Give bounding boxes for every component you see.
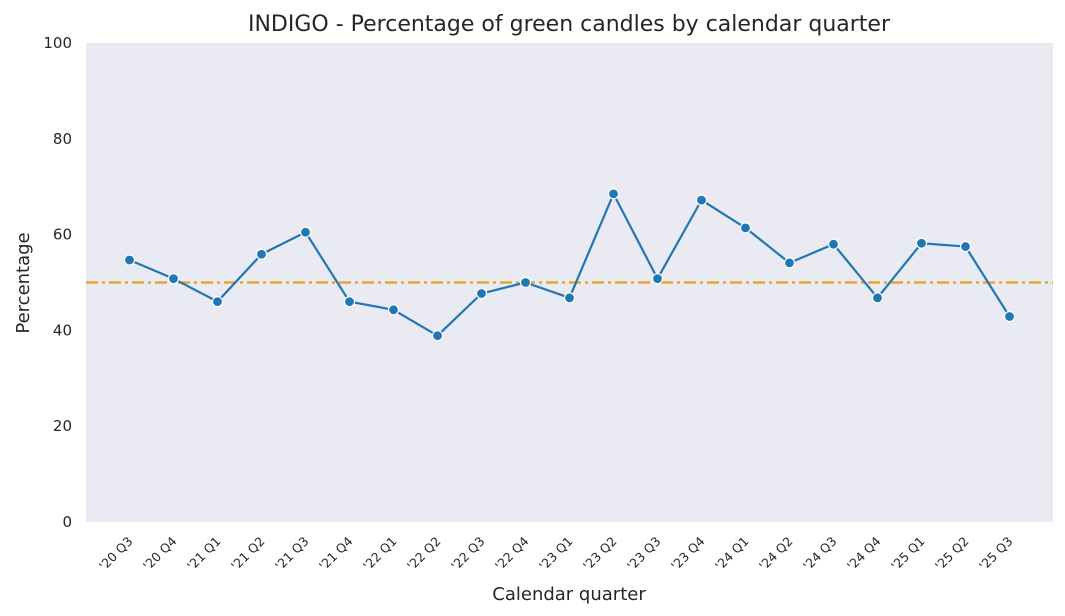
chart-title: INDIGO - Percentage of green candles by … bbox=[248, 12, 891, 37]
data-point bbox=[783, 257, 796, 269]
data-point bbox=[651, 273, 664, 285]
x-tick-label: '23 Q1 bbox=[536, 534, 576, 574]
y-axis-label: Percentage bbox=[13, 232, 34, 333]
data-point bbox=[431, 330, 444, 342]
data-point bbox=[739, 222, 752, 234]
data-point bbox=[123, 254, 136, 266]
x-tick-label: '23 Q2 bbox=[580, 534, 620, 574]
x-tick-label: '24 Q3 bbox=[800, 534, 840, 574]
data-point bbox=[959, 240, 972, 253]
data-point bbox=[211, 296, 224, 308]
x-tick-label: '24 Q4 bbox=[844, 533, 884, 573]
x-tick-label: '23 Q4 bbox=[668, 533, 708, 573]
y-tick-label: 100 bbox=[43, 34, 72, 52]
x-tick-label: '23 Q3 bbox=[624, 534, 664, 574]
data-point bbox=[387, 304, 400, 316]
x-tick-label: '22 Q4 bbox=[492, 533, 532, 573]
data-point bbox=[871, 292, 884, 304]
data-point bbox=[1003, 310, 1016, 323]
data-point bbox=[167, 273, 180, 285]
series-group bbox=[123, 188, 1016, 342]
x-axis-label: Calendar quarter bbox=[492, 584, 646, 605]
data-point bbox=[475, 287, 488, 300]
y-tick-label: 0 bbox=[62, 513, 72, 531]
data-point bbox=[519, 276, 532, 289]
x-tick-label: '21 Q1 bbox=[184, 534, 224, 574]
data-point bbox=[255, 248, 268, 260]
x-tick-label: '21 Q2 bbox=[228, 534, 268, 574]
x-tick-label: '21 Q4 bbox=[316, 533, 356, 573]
x-tick-label: '22 Q2 bbox=[404, 534, 444, 574]
x-tick-label: '22 Q1 bbox=[360, 534, 400, 574]
y-axis-ticks: 0 20 40 60 80 100 bbox=[43, 34, 72, 531]
data-point bbox=[695, 194, 708, 206]
x-tick-label: '25 Q2 bbox=[932, 534, 972, 574]
x-tick-label: '24 Q1 bbox=[712, 534, 752, 574]
data-point bbox=[827, 238, 840, 250]
y-tick-label: 80 bbox=[53, 130, 72, 148]
x-axis-ticks: '20 Q3'20 Q4'21 Q1'21 Q2'21 Q3'21 Q4'22 … bbox=[96, 533, 1016, 573]
y-tick-label: 40 bbox=[53, 321, 72, 339]
x-tick-label: '25 Q1 bbox=[888, 534, 928, 574]
y-tick-label: 60 bbox=[53, 226, 72, 244]
x-tick-label: '20 Q3 bbox=[96, 534, 136, 574]
x-tick-label: '20 Q4 bbox=[140, 533, 180, 573]
data-point bbox=[343, 296, 356, 308]
data-point bbox=[563, 292, 576, 304]
x-tick-label: '21 Q3 bbox=[272, 534, 312, 574]
x-tick-label: '24 Q2 bbox=[756, 534, 796, 574]
y-tick-label: 20 bbox=[53, 417, 72, 435]
data-point bbox=[607, 188, 620, 200]
x-tick-label: '25 Q3 bbox=[976, 534, 1016, 574]
x-tick-label: '22 Q3 bbox=[448, 534, 488, 574]
data-point bbox=[915, 237, 928, 249]
data-point bbox=[299, 226, 312, 238]
